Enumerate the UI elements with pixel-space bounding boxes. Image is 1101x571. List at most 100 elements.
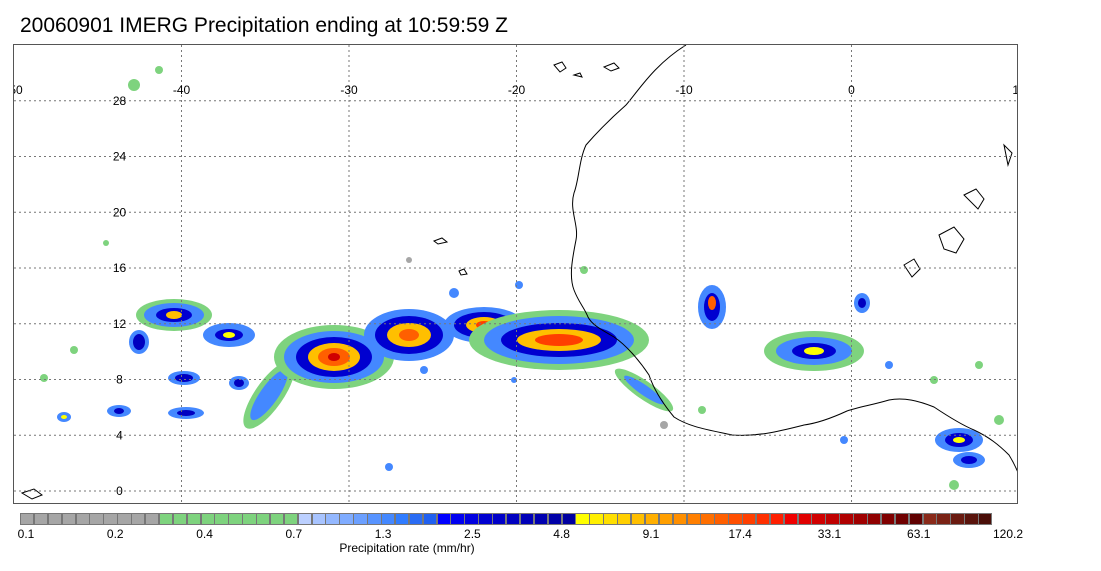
colorbar-swatch [131,513,146,525]
colorbar-swatch [769,513,785,525]
colorbar-tick-label: 9.1 [642,527,660,541]
lon-tick-label: -10 [675,83,693,97]
colorbar-swatch [797,513,812,525]
colorbar-swatch [728,513,743,525]
colorbar-swatch [978,513,993,525]
colorbar-swatch [228,513,243,525]
colorbar-tick-label: 63.1 [907,527,931,541]
precip-cluster-small3 [168,407,204,419]
precip-cluster-small6 [57,412,71,422]
precip-cluster-east1 [698,285,726,329]
colorbar-swatch [436,513,451,525]
colorbar-swatch [811,513,826,525]
colorbar-swatch [339,513,354,525]
precip-cluster-east3 [854,293,870,313]
colorbar-swatch [297,513,313,525]
colorbar-swatch [20,513,35,525]
colorbar-swatch [950,513,965,525]
colorbar-swatch [464,513,479,525]
colorbar-swatch [47,513,63,525]
colorbar-tick-label: 0.4 [196,527,213,541]
precip-dots [40,66,1004,490]
lat-tick-label: 20 [113,205,127,219]
colorbar-title: Precipitation rate (mm/hr) [339,541,475,555]
colorbar-swatch [256,513,271,525]
precipitation-map: -50 -40 -30 -20 -10 0 10 28 24 20 16 12 8 4 0 [13,44,1018,504]
colorbar-swatch [617,513,632,525]
colorbar-swatch [214,513,229,525]
colorbar-swatch [200,513,215,525]
colorbar-swatch [117,513,132,525]
colorbar-tick-label: 4.8 [553,527,570,541]
colorbar-tick-label: 120.2 [992,527,1024,541]
precip-cluster-main1 [274,325,394,389]
colorbar-swatch [672,513,687,525]
colorbar-swatch [311,513,326,525]
precip-cluster-west [136,299,212,331]
colorbar-swatch [742,513,757,525]
colorbar-swatch [853,513,868,525]
colorbar-swatch [367,513,382,525]
colorbar-tick-label: 0.7 [285,527,303,541]
lat-tick-label: 28 [113,94,127,108]
colorbar-tick-label: 1.3 [374,527,392,541]
colorbar-swatch [172,513,188,525]
lat-tick-label: 12 [113,317,127,331]
precip-cluster-west2 [203,323,255,347]
precip-cluster-small2 [168,371,200,385]
colorbar-swatch [783,513,799,525]
colorbar-swatch [547,513,563,525]
colorbar-swatch [283,513,299,525]
lon-tick-label: -50 [14,83,23,97]
colorbar-swatch [894,513,910,525]
colorbar-swatch [755,513,771,525]
colorbar-swatch [561,513,576,525]
colorbar-swatch [242,513,257,525]
lon-tick-label: -20 [508,83,526,97]
colorbar-swatch [964,513,979,525]
colorbar-swatch [33,513,49,525]
colorbar-tick-labels: 0.1 0.2 0.4 0.7 1.3 2.5 4.8 9.1 17.4 33.1 63.1 120.… [0,527,1101,543]
colorbar-swatch [700,513,715,525]
colorbar-tick-label: 0.1 [17,527,35,541]
precip-cluster-main4 [469,310,649,370]
lat-tick-label: 0 [116,484,123,498]
colorbar-swatch [269,513,285,525]
lon-tick-label: -40 [173,83,191,97]
colorbar-swatch [450,513,465,525]
colorbar-swatch [353,513,368,525]
colorbar-swatch [103,513,118,525]
colorbar-swatch [575,513,590,525]
lon-tick-label: -30 [340,83,358,97]
colorbar-swatch [880,513,896,525]
colorbar-swatch [936,513,951,525]
lon-tick-label: 10 [1012,83,1018,97]
colorbar-swatch [144,513,160,525]
precip-cluster-gabon1 [935,428,983,452]
colorbar-swatch [908,513,924,525]
colorbar-swatch [825,513,840,525]
colorbar-swatch [603,513,618,525]
colorbar-swatch [422,513,438,525]
precip-cluster-east2 [764,331,864,371]
colorbar-tick-label: 33.1 [817,527,842,541]
colorbar-swatch [75,513,90,525]
lat-tick-label: 4 [116,428,123,442]
lat-lon-grid [14,45,1017,503]
precip-cluster-small4 [229,376,249,390]
colorbar-tick-label: 17.4 [728,527,752,541]
colorbar-tick-label: 0.2 [106,527,124,541]
colorbar-swatch [686,513,701,525]
lon-tick-label: 0 [848,83,855,97]
colorbar-swatch [394,513,410,525]
colorbar-tick-label: 2.5 [464,527,481,541]
colorbar-swatch [506,513,521,525]
colorbar-swatch [519,513,535,525]
tick-labels: -50 -40 -30 -20 -10 0 10 28 24 20 16 12 8 4 0 [14,83,1018,498]
colorbar-swatch [533,513,549,525]
map-canvas: -50 -40 -30 -20 -10 0 10 28 24 20 16 12 8 4 0 [14,45,1018,503]
colorbar-swatch [630,513,646,525]
colorbar-swatch [158,513,174,525]
colorbar-swatch [325,513,340,525]
lat-tick-label: 8 [116,373,123,387]
